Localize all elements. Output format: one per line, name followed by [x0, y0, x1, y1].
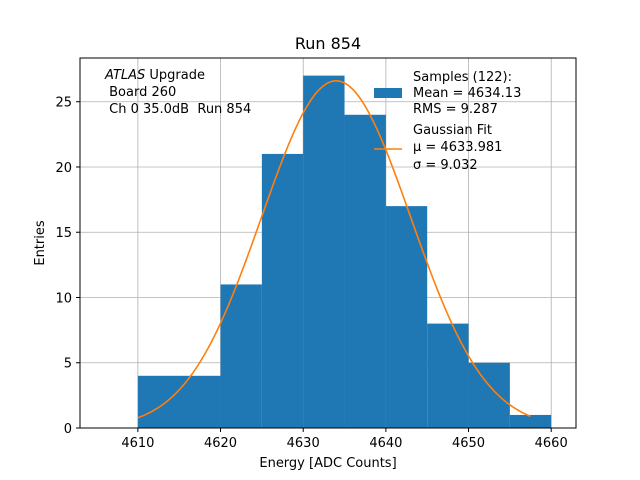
legend-samples-patch — [374, 88, 402, 98]
histogram-bar — [509, 414, 552, 428]
histogram-bars — [137, 75, 552, 429]
legend-fit-line-3: σ = 9.032 — [413, 158, 478, 173]
x-tick-label: 4660 — [535, 436, 568, 451]
legend-fit-line-1: Gaussian Fit — [413, 123, 492, 138]
histogram-bar — [385, 206, 428, 428]
x-tick-label: 4610 — [121, 436, 154, 451]
y-tick-label: 20 — [55, 161, 72, 176]
plot-frame — [79, 57, 577, 429]
x-tick-label: 4620 — [204, 436, 237, 451]
y-tick-label: 0 — [64, 422, 72, 437]
annotation-upgrade: Upgrade — [145, 68, 205, 83]
annotation-line-1: ATLAS Upgrade — [104, 68, 205, 83]
legend-samples-line-3: RMS = 9.287 — [413, 102, 498, 117]
legend-fit-line-2: μ = 4633.981 — [413, 140, 502, 155]
y-axis-ticks: 0 5 10 15 20 25 — [55, 96, 80, 437]
gaussian-fit-line — [137, 80, 531, 419]
chart-title: Run 854 — [295, 34, 361, 53]
x-axis-ticks: 4610 4620 4630 4640 4650 4660 — [121, 428, 568, 451]
legend: Samples (122): Mean = 4634.13 RMS = 9.28… — [374, 70, 521, 173]
x-tick-label: 4630 — [287, 436, 320, 451]
y-tick-label: 25 — [55, 96, 72, 111]
histogram-bar — [137, 375, 221, 428]
annotation-line-2: Board 260 — [105, 85, 176, 100]
histogram-bar — [261, 153, 304, 429]
legend-samples-line-2: Mean = 4634.13 — [413, 86, 521, 101]
annotation-line-3: Ch 0 35.0dB Run 854 — [105, 102, 251, 117]
legend-samples-line-1: Samples (122): — [413, 70, 512, 85]
histogram-bar — [468, 362, 510, 428]
x-tick-label: 4650 — [452, 436, 485, 451]
y-tick-label: 5 — [64, 357, 72, 372]
atlas-annotation: ATLAS Upgrade Board 260 Ch 0 35.0dB Run … — [104, 68, 251, 117]
y-tick-label: 10 — [55, 291, 72, 306]
histogram-bar — [220, 284, 262, 428]
y-axis-label: Entries — [33, 220, 48, 266]
x-tick-label: 4640 — [369, 436, 402, 451]
y-tick-label: 15 — [55, 226, 72, 241]
histogram-bar — [303, 75, 345, 428]
annotation-atlas: ATLAS — [104, 68, 145, 83]
histogram-bar — [344, 114, 386, 428]
histogram-bar — [427, 323, 469, 428]
x-axis-label: Energy [ADC Counts] — [259, 456, 396, 471]
